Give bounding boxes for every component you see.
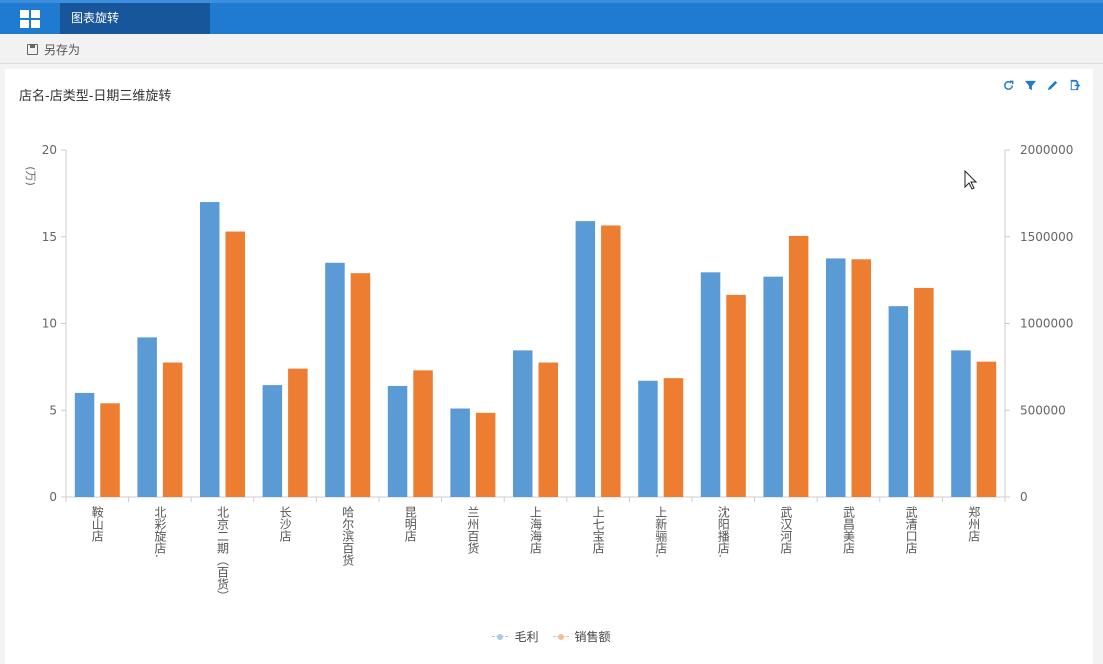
bar-gross-profit — [387, 385, 408, 497]
y-right-tick-label: 0 — [1020, 490, 1028, 504]
export-icon[interactable] — [1068, 79, 1081, 92]
bar-sales — [851, 259, 871, 497]
bar-sales — [475, 412, 496, 497]
edit-icon[interactable] — [1046, 79, 1059, 92]
bar-gross-profit — [951, 350, 971, 497]
x-category-label: 上七宝店 — [591, 506, 605, 554]
legend-item-gross-profit[interactable]: 毛利 — [492, 628, 539, 645]
top-bar: 图表旋转 — [0, 0, 1103, 34]
bar-gross-profit — [763, 276, 783, 497]
y-left-tick-label: 10 — [42, 317, 57, 331]
save-as-button[interactable]: 另存为 — [27, 41, 80, 58]
bar-sales — [538, 362, 558, 497]
x-category-label: 北京二期（百货） — [216, 506, 230, 602]
y-right-tick-label: 1500000 — [1020, 230, 1073, 244]
bar-gross-profit — [325, 262, 345, 497]
save-icon — [27, 44, 38, 55]
x-category-label: 兰州百货 — [466, 506, 480, 555]
bar-sales — [100, 403, 120, 497]
x-category-label: 上海海店 — [529, 506, 543, 554]
x-category-label: 长沙店 — [278, 506, 292, 542]
bar-gross-profit — [513, 350, 533, 497]
bar-sales — [726, 294, 746, 497]
grid-icon — [20, 9, 40, 28]
bar-gross-profit — [262, 385, 283, 497]
legend-label-sales: 销售额 — [574, 630, 611, 644]
chart-legend: 毛利 销售额 — [0, 628, 1103, 645]
bar-sales — [288, 368, 308, 497]
bar-gross-profit — [700, 272, 721, 497]
bar-gross-profit — [826, 258, 846, 497]
filter-icon[interactable] — [1024, 79, 1037, 92]
y-right-tick-label: 2000000 — [1020, 143, 1073, 157]
y-left-tick-label: 0 — [49, 490, 57, 504]
tab-chart-rotate[interactable]: 图表旋转 — [60, 3, 210, 34]
bar-gross-profit — [888, 306, 909, 497]
bar-gross-profit — [575, 221, 596, 497]
x-category-label: 北彩旋店. — [153, 506, 167, 558]
y-left-tick-label: 5 — [49, 403, 57, 417]
bar-gross-profit — [450, 408, 470, 497]
panel-title: 店名-店类型-日期三维旋转 — [19, 89, 172, 104]
x-category-label: 沈阳播店. — [716, 505, 730, 558]
x-category-label: 鞍山店 — [90, 505, 104, 542]
bar-sales — [350, 273, 371, 497]
bar-sales — [162, 362, 183, 497]
bar-sales — [663, 378, 684, 497]
y-left-axis-label: (万) — [24, 166, 37, 186]
x-category-label: 昆明店 — [403, 506, 417, 542]
bar-gross-profit — [200, 202, 220, 498]
x-category-label: 上新骊店. — [654, 506, 668, 558]
legend-item-sales[interactable]: 销售额 — [552, 628, 611, 645]
x-category-label: 郑州店 — [967, 505, 981, 542]
x-category-label: 武昌美店 — [842, 506, 856, 554]
bar-sales — [225, 231, 245, 498]
bar-sales — [788, 235, 809, 497]
x-category-label: 哈尔滨百货 — [341, 506, 355, 567]
bar-sales — [976, 361, 997, 497]
legend-label-gross-profit: 毛利 — [514, 630, 539, 644]
toolbar: 另存为 — [0, 34, 1103, 64]
bar-sales — [601, 225, 621, 497]
x-category-label: 武清口店 — [904, 506, 918, 554]
mouse-cursor-icon — [964, 170, 978, 190]
y-right-tick-label: 1000000 — [1020, 317, 1073, 331]
bar-sales — [413, 370, 433, 497]
panel-tools — [1002, 79, 1081, 92]
bar-gross-profit — [137, 337, 157, 497]
x-category-label: 武汉河店 — [779, 506, 793, 554]
y-left-tick-label: 20 — [42, 143, 57, 157]
legend-marker-gross-profit — [492, 633, 509, 641]
app-menu-button[interactable] — [0, 3, 60, 34]
y-left-tick-label: 15 — [42, 230, 57, 244]
refresh-icon[interactable] — [1002, 79, 1015, 92]
bar-sales — [914, 287, 934, 497]
save-as-label: 另存为 — [44, 43, 81, 57]
legend-marker-sales — [552, 633, 569, 641]
bar-gross-profit — [638, 380, 658, 497]
y-right-tick-label: 500000 — [1020, 403, 1066, 417]
bar-gross-profit — [74, 392, 95, 497]
